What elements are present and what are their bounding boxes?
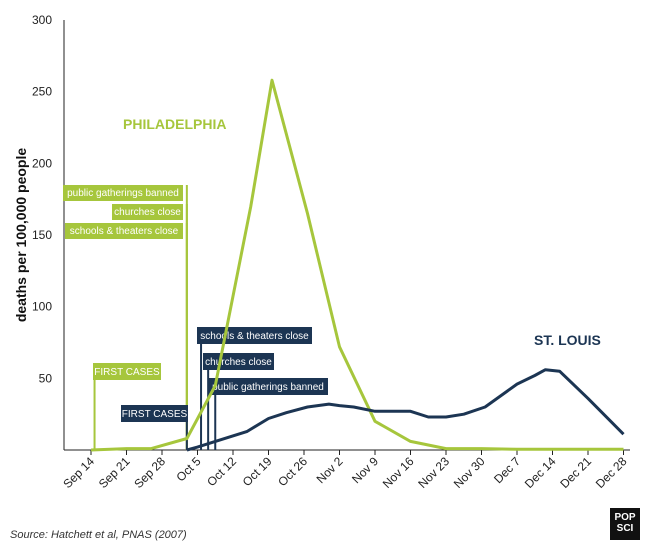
x-tick-label: Oct 12 xyxy=(204,454,239,489)
logo-bottom-text: SCI xyxy=(616,523,634,534)
y-tick-label: 250 xyxy=(32,85,52,99)
x-tick-label: Sep 14 xyxy=(60,454,97,491)
x-tick-label: Oct 26 xyxy=(275,454,310,489)
x-tick-label: Oct 5 xyxy=(173,454,203,484)
annotation-philadelphia-first-cases-box xyxy=(93,363,161,380)
x-tick-label: Dec 7 xyxy=(491,454,523,486)
y-tick-label: 300 xyxy=(32,13,52,27)
series-label-philadelphia: PHILADELPHIA xyxy=(123,116,226,132)
x-tick-label: Sep 28 xyxy=(131,454,168,491)
x-tick-label: Dec 21 xyxy=(557,454,594,491)
y-tick-label: 50 xyxy=(39,371,53,385)
logo-top-text: POP xyxy=(614,512,636,523)
annotation-st-louis-first-cases: FIRST CASES xyxy=(122,409,188,420)
annotation-philadelphia-schools-theaters-close: schools & theaters close xyxy=(70,226,179,237)
y-tick-labels: 50 100 150 200 250 300 xyxy=(32,13,52,385)
y-tick-label: 150 xyxy=(32,228,52,242)
source-note: Source: Hatchett et al, PNAS (2007) xyxy=(10,529,187,541)
x-tick-label: Dec 28 xyxy=(593,454,630,491)
series-line-philadelphia xyxy=(90,78,624,452)
annotation-st-louis-first-cases-box xyxy=(121,405,188,422)
x-tick-label: Nov 16 xyxy=(380,454,417,491)
series-line-st-louis xyxy=(186,368,625,452)
annotation-philadelphia-public-gatherings-banned: public gatherings banned xyxy=(67,188,179,199)
annotation-philadelphia-first-cases: FIRST CASES xyxy=(94,367,160,378)
x-tick-label: Nov 23 xyxy=(415,454,452,491)
annotation-st-louis-public-gatherings-banned: public gatherings banned xyxy=(212,382,324,393)
popsci-logo: POP SCI xyxy=(610,508,640,540)
y-tick-label: 100 xyxy=(32,300,52,314)
x-tick-label: Oct 19 xyxy=(240,454,275,489)
annotation-philadelphia-churches-close-box xyxy=(112,204,183,220)
annotation-philadelphia-public-gatherings-banned-box xyxy=(63,185,183,201)
annotation-st-louis-churches-close: churches close xyxy=(205,357,272,368)
series-label-st-louis: ST. LOUIS xyxy=(534,332,601,348)
annotation-philadelphia-churches-close: churches close xyxy=(114,207,181,218)
series-lines xyxy=(90,78,625,452)
annotations: FIRST CASES schools & theaters close churc… xyxy=(63,185,328,450)
x-tick-label: Dec 14 xyxy=(522,454,559,491)
annotation-st-louis-schools-theaters-close: schools & theaters close xyxy=(200,331,309,342)
x-tick-label: Nov 9 xyxy=(349,454,381,486)
annotation-st-louis-public-gatherings-banned-box xyxy=(208,378,328,395)
x-tick-label: Nov 2 xyxy=(314,454,346,486)
x-tick-label: Nov 30 xyxy=(451,454,488,491)
x-tick-label: Sep 21 xyxy=(96,454,133,491)
y-tick-label: 200 xyxy=(32,156,52,170)
y-axis-label: deaths per 100,000 people xyxy=(13,148,29,323)
annotation-philadelphia-schools-theaters-close-box xyxy=(65,223,183,239)
